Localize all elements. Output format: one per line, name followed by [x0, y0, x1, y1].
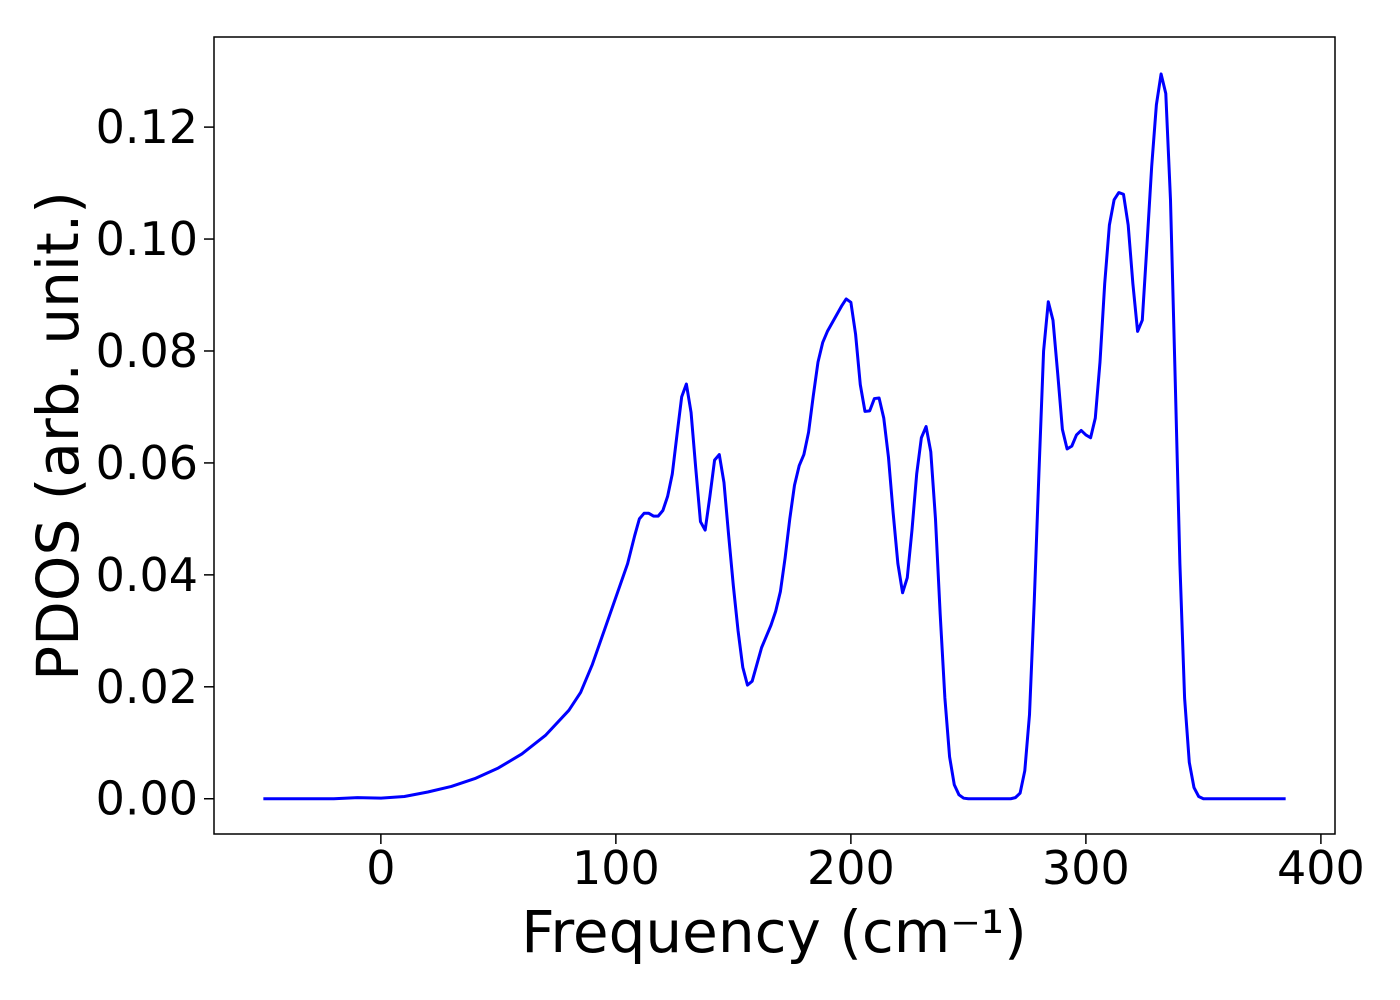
- y-tick-label: 0.10: [96, 212, 198, 266]
- x-tick-label: 300: [1042, 841, 1130, 895]
- plot-frame: [213, 36, 1336, 835]
- y-tick-label: 0.08: [96, 324, 198, 378]
- data-line: [263, 72, 1286, 801]
- y-axis-label: PDOS (arb. unit.): [24, 191, 92, 681]
- y-tick-label: 0.04: [96, 548, 198, 602]
- x-axis-label: Frequency (cm⁻¹): [521, 898, 1027, 966]
- x-tick-label: 400: [1277, 841, 1365, 895]
- y-tick-label: 0.02: [96, 660, 198, 714]
- y-tick-label: 0.06: [96, 436, 198, 490]
- y-tick-label: 0.12: [96, 100, 198, 154]
- x-tick-label: 100: [572, 841, 660, 895]
- x-tick-label: 0: [366, 841, 395, 895]
- y-tick-label: 0.00: [96, 772, 198, 826]
- x-tick-label: 200: [807, 841, 895, 895]
